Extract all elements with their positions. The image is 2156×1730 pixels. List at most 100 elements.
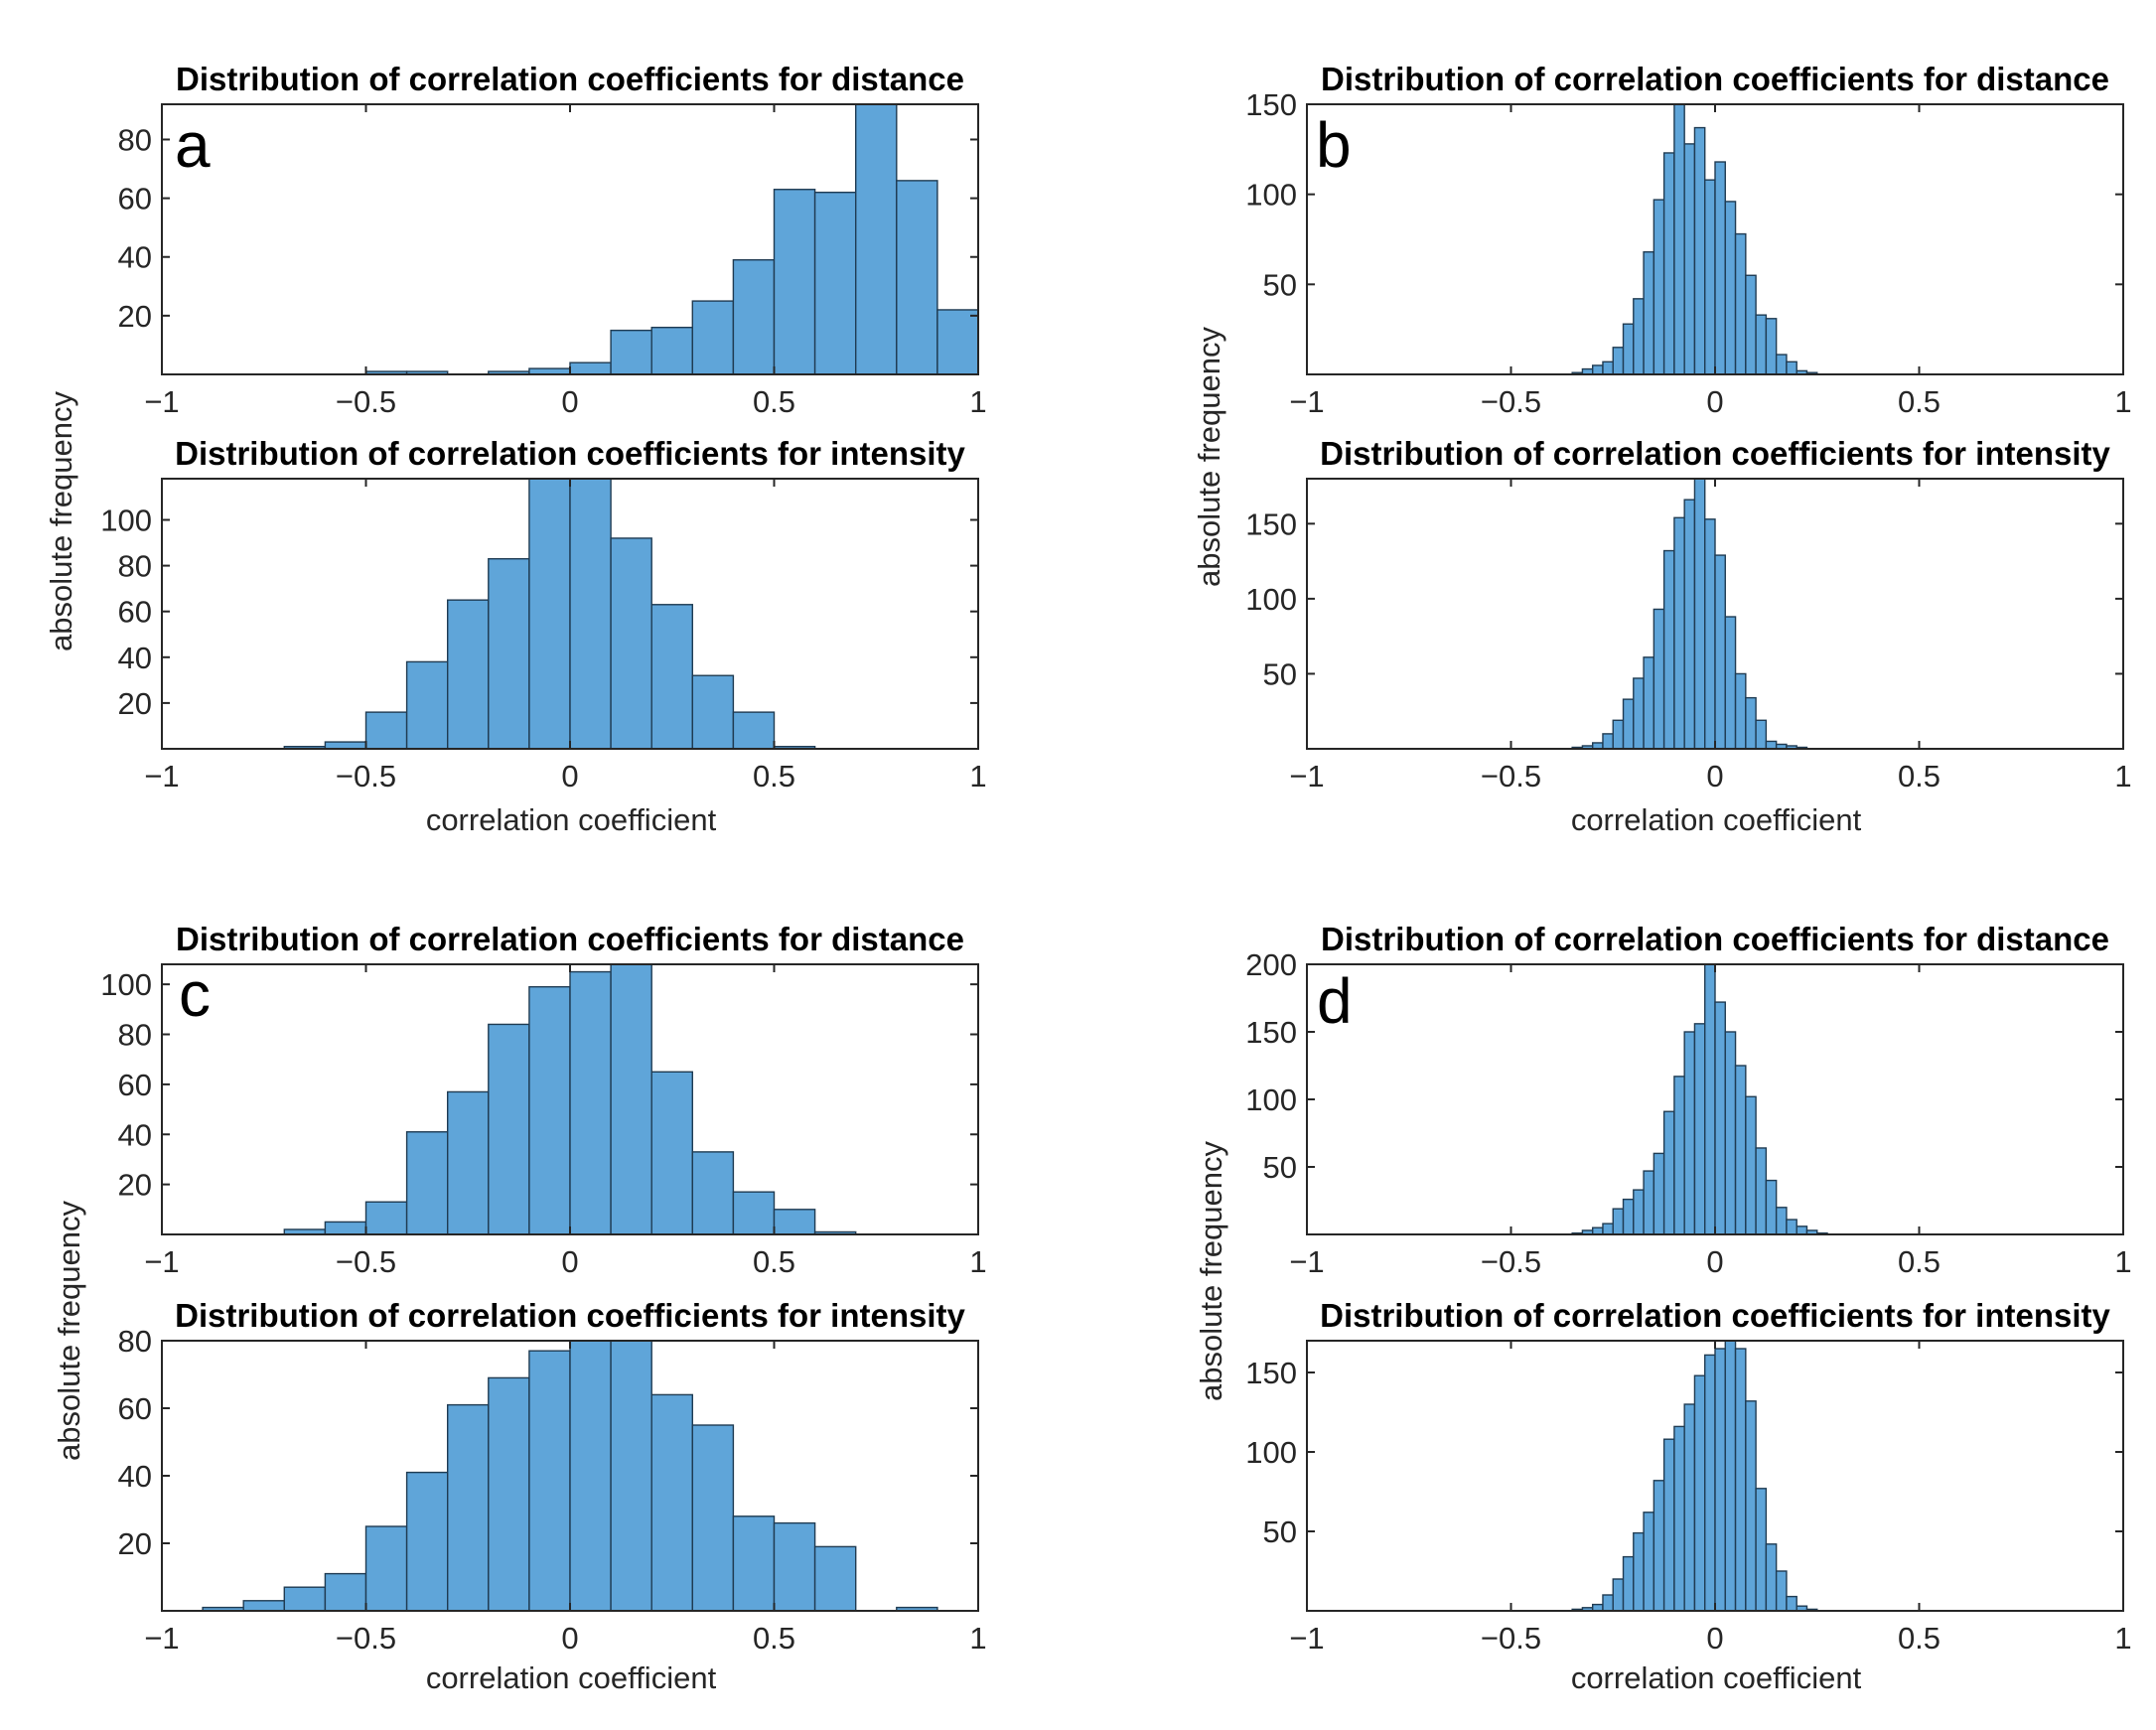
ylabel-d: absolute frequency	[1194, 1141, 1228, 1401]
histogram-bar	[364, 1525, 408, 1612]
histogram-bar	[1745, 1095, 1757, 1235]
ylabel-a: absolute frequency	[44, 391, 78, 651]
histogram-bar	[1643, 1170, 1655, 1235]
histogram-bar	[1704, 179, 1716, 375]
histogram-bar	[1734, 1348, 1747, 1612]
histogram-bar	[650, 1393, 694, 1612]
histogram-bar	[447, 599, 490, 750]
histogram-bar	[447, 1403, 490, 1612]
histogram-bar	[242, 1600, 285, 1612]
x-tick-label: 0	[1706, 759, 1723, 793]
panel-label-a: a	[175, 109, 211, 181]
histogram-bar	[1775, 354, 1788, 375]
histogram-bar	[1714, 1001, 1726, 1235]
histogram-bar	[1775, 1207, 1788, 1235]
histogram-bar	[610, 537, 652, 750]
histogram-bar	[610, 329, 652, 375]
histogram-bar	[1662, 549, 1675, 750]
histogram-bar	[488, 1376, 530, 1612]
histogram-bar	[1673, 516, 1685, 750]
x-tick-label: 0.5	[753, 1244, 795, 1279]
histogram-bar	[732, 1191, 776, 1235]
histogram-bar	[1643, 1512, 1655, 1612]
y-tick-label: 50	[1263, 656, 1297, 691]
histogram-bar	[405, 1471, 449, 1612]
y-tick-label: 60	[118, 1068, 152, 1102]
histogram-bar	[447, 1090, 490, 1235]
subplot-a-intensity: −1 −0.5 0 0.5 1 20 40 60 80 100 Distribution of co…	[100, 435, 986, 793]
x-tick-label: 0.5	[1898, 759, 1940, 793]
histogram-bar	[773, 1209, 816, 1235]
histogram-bar	[1622, 1198, 1635, 1235]
y-tick-label: 80	[118, 1324, 152, 1359]
histogram-bar	[1662, 152, 1675, 375]
histogram-bar	[896, 180, 938, 375]
x-tick-label: 1	[969, 759, 986, 793]
x-tick-label: −0.5	[336, 1244, 396, 1279]
x-tick-label: −1	[144, 759, 179, 793]
subplot-title: Distribution of correlation coefficients…	[1320, 1297, 2110, 1334]
histogram-bar	[1724, 1031, 1737, 1235]
y-tick-label: 60	[118, 595, 152, 630]
histogram-bar	[1662, 1438, 1675, 1612]
subplot-a-distance: −1 −0.5 0 0.5 1 20 40 60 80 Distribution of corre…	[118, 61, 987, 419]
ylabel-b: absolute frequency	[1192, 327, 1226, 587]
histogram-bar	[936, 309, 979, 375]
histogram-bar	[691, 1151, 735, 1235]
xlabel-c: correlation coefficient	[426, 1660, 717, 1695]
histogram-bar	[1765, 1543, 1778, 1612]
x-tick-label: −0.5	[336, 759, 396, 793]
histogram-bar	[732, 711, 776, 750]
x-tick-label: 0.5	[753, 759, 795, 793]
x-tick-label: 0	[1706, 1621, 1723, 1656]
x-tick-label: 1	[2114, 384, 2131, 419]
subplot-c-distance: −1 −0.5 0 0.5 1 20 40 60 80 100 Distribution of co…	[100, 921, 986, 1279]
histogram-bar	[1653, 1152, 1665, 1235]
histogram-bar	[1683, 143, 1696, 375]
y-tick-label: 40	[118, 641, 152, 675]
histogram-bar	[283, 1586, 327, 1612]
x-tick-label: 0	[561, 384, 578, 419]
histogram-bar	[1683, 1403, 1696, 1612]
histogram-bar	[1734, 1065, 1747, 1235]
subplot-title: Distribution of correlation coefficients…	[175, 435, 965, 472]
histogram-bar	[1612, 719, 1625, 750]
histogram-bar	[1796, 1225, 1808, 1235]
histogram-bar	[1724, 1340, 1737, 1612]
panel-label-c: c	[179, 958, 211, 1030]
y-tick-label: 150	[1245, 1015, 1297, 1050]
y-tick-label: 150	[1245, 506, 1297, 541]
histogram-bar	[1734, 232, 1747, 375]
histogram-bar	[1724, 616, 1737, 750]
subplot-title: Distribution of correlation coefficients…	[1321, 921, 2109, 957]
histogram-bar	[1775, 1570, 1788, 1612]
histogram-bar	[650, 604, 694, 750]
x-tick-label: −0.5	[1481, 759, 1541, 793]
histogram-bar	[650, 1071, 694, 1235]
y-tick-label: 150	[1245, 87, 1297, 122]
x-tick-label: −1	[144, 384, 179, 419]
histogram-bar	[324, 1572, 367, 1612]
x-tick-label: −0.5	[1481, 384, 1541, 419]
histogram-bar	[1786, 1595, 1797, 1612]
histogram-bar	[1755, 1488, 1768, 1612]
x-tick-label: 0.5	[753, 1621, 795, 1656]
histogram-bar	[528, 478, 571, 750]
histogram-bar	[528, 1350, 571, 1612]
histogram-bar	[488, 557, 530, 750]
x-tick-label: −0.5	[336, 1621, 396, 1656]
y-tick-label: 80	[118, 122, 152, 157]
histogram-bar	[1765, 1179, 1778, 1235]
ylabel-c: absolute frequency	[52, 1201, 86, 1461]
y-tick-label: 40	[118, 240, 152, 275]
xlabel-b: correlation coefficient	[1571, 802, 1862, 837]
histogram-bar	[1724, 201, 1737, 375]
histogram-bar	[1602, 733, 1614, 750]
histogram-bar	[1591, 1226, 1604, 1235]
histogram-bar	[1704, 518, 1716, 750]
histogram-bar	[1704, 1354, 1716, 1612]
x-tick-label: 0	[561, 1621, 578, 1656]
